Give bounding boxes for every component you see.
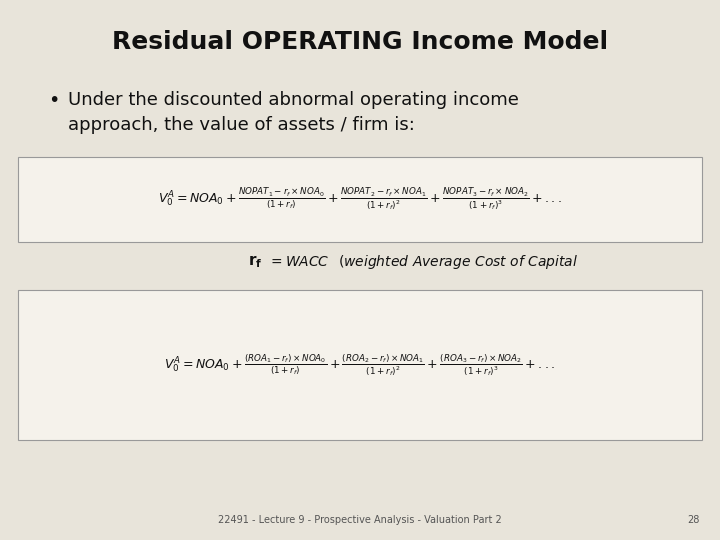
Text: $V_0^A = NOA_0 + \frac{(ROA_1 - r_f) \times NOA_0}{(1+r_f)} + \frac{(ROA_2 - r_f: $V_0^A = NOA_0 + \frac{(ROA_1 - r_f) \ti… <box>164 352 556 378</box>
Text: $(weighted\ Average\ Cost\ of\ Capital$: $(weighted\ Average\ Cost\ of\ Capital$ <box>338 253 578 271</box>
FancyBboxPatch shape <box>18 157 702 242</box>
Text: 22491 - Lecture 9 - Prospective Analysis - Valuation Part 2: 22491 - Lecture 9 - Prospective Analysis… <box>218 515 502 525</box>
Text: approach, the value of assets / firm is:: approach, the value of assets / firm is: <box>68 116 415 134</box>
Text: Residual OPERATING Income Model: Residual OPERATING Income Model <box>112 30 608 54</box>
Text: Under the discounted abnormal operating income: Under the discounted abnormal operating … <box>68 91 519 109</box>
Text: $= WACC$: $= WACC$ <box>268 255 330 269</box>
FancyBboxPatch shape <box>18 290 702 440</box>
Text: $V_0^A = NOA_0 + \frac{NOPAT_1 - r_f \times NOA_0}{(1+r_f)} + \frac{NOPAT_2 - r_: $V_0^A = NOA_0 + \frac{NOPAT_1 - r_f \ti… <box>158 187 562 213</box>
Text: $\mathbf{r_f}$: $\mathbf{r_f}$ <box>248 254 263 271</box>
Text: •: • <box>48 91 59 110</box>
Text: 28: 28 <box>688 515 700 525</box>
